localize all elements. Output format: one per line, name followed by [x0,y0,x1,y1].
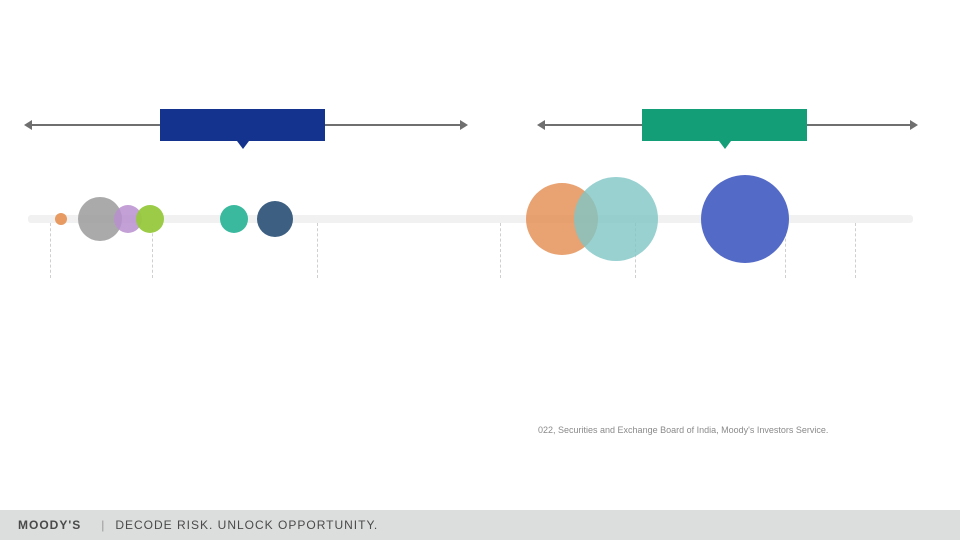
bubble [257,201,293,237]
source-note: 022, Securities and Exchange Board of In… [538,425,828,435]
arrow-left-icon [537,120,545,130]
bubble [574,177,658,261]
axis-tick [500,223,501,278]
footer-separator: | [101,518,105,532]
axis-tick [50,223,51,278]
bubble [701,175,789,263]
bubble [220,205,248,233]
ruler-tab [642,109,807,141]
footer-bar: MOODY'S | DECODE RISK. UNLOCK OPPORTUNIT… [0,510,960,540]
axis-tick [317,223,318,278]
slide: { "canvas": {"w": 960, "h": 540, "backgr… [0,0,960,540]
footer-tagline: DECODE RISK. UNLOCK OPPORTUNITY. [115,518,378,532]
footer-brand: MOODY'S [18,518,81,532]
ruler-notch-icon [237,141,249,149]
ruler-tab [160,109,325,141]
axis-tick [855,223,856,278]
arrow-left-icon [24,120,32,130]
bubble [136,205,164,233]
ruler-notch-icon [719,141,731,149]
bubble [55,213,67,225]
arrow-right-icon [910,120,918,130]
arrow-right-icon [460,120,468,130]
